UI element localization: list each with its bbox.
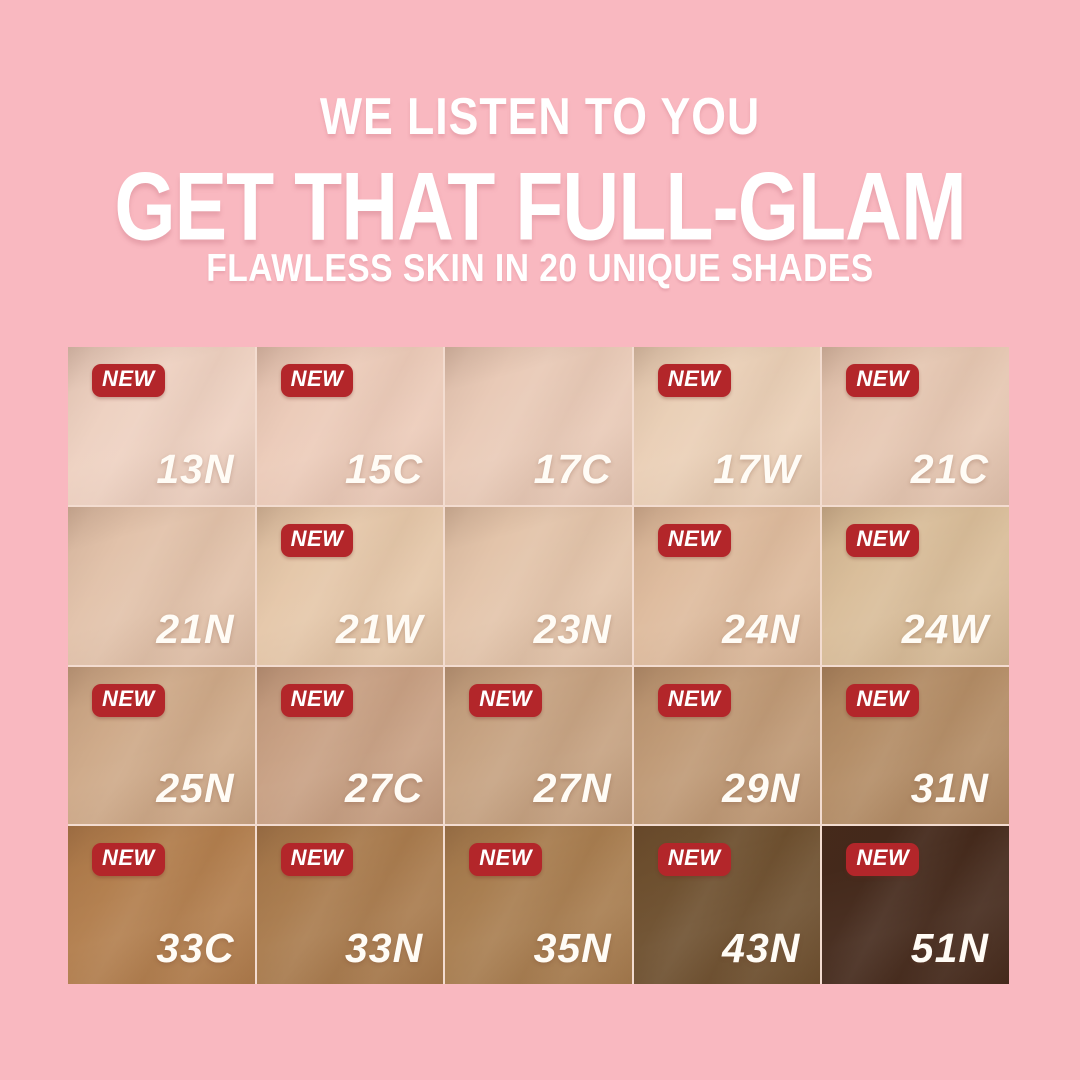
new-badge: NEW [469,683,543,717]
shade-code-label: 29N [722,765,801,812]
shade-code-label: 21N [156,605,235,652]
shade-swatch-23n: 23N [445,506,632,665]
shade-grid: NEW 13N NEW 15C 17C NEW 17W NEW 21C 21N … [68,347,1009,984]
shade-code-label: 33N [344,925,424,971]
new-badge: NEW [469,843,543,877]
shade-code-label: 23N [533,605,612,652]
new-badge: NEW [280,364,354,397]
shade-swatch-29n: NEW 29N [633,666,821,825]
shade-code-label: 43N [722,925,801,971]
shade-swatch-35n: NEW 35N [445,826,632,984]
new-badge: NEW [846,683,920,717]
new-badge: NEW [846,843,920,877]
shade-code-label: 51N [910,925,989,971]
new-badge: NEW [280,683,354,717]
new-badge: NEW [846,364,920,397]
shade-code-label: 17W [713,445,801,492]
shade-swatch-31n: NEW 31N [822,666,1009,825]
new-badge: NEW [657,683,731,717]
new-badge: NEW [657,843,731,877]
shade-code-label: 27C [344,765,424,812]
new-badge: NEW [92,843,165,877]
new-badge: NEW [657,364,731,397]
shade-swatch-33c: NEW 33C [68,826,255,984]
shade-swatch-21n: 21N [68,506,255,665]
shade-code-label: 31N [910,765,989,812]
shade-swatch-25n: NEW 25N [68,666,255,825]
tagline: WE LISTEN TO YOU [319,87,761,146]
shade-code-label: 35N [533,925,612,971]
shade-swatch-24n: NEW 24N [633,506,821,665]
shade-code-label: 33C [156,925,235,971]
subheadline: FLAWLESS SKIN IN 20 UNIQUE SHADES [206,247,874,290]
shade-swatch-51n: NEW 51N [822,826,1009,984]
shade-swatch-17w: NEW 17W [633,347,821,505]
new-badge: NEW [846,523,920,557]
shade-code-label: 15C [344,445,424,492]
shade-code-label: 24W [901,605,989,652]
shade-swatch-21w: NEW 21W [256,506,444,665]
new-badge: NEW [92,364,165,397]
shade-code-label: 21W [335,605,424,652]
new-badge: NEW [657,523,731,557]
shade-code-label: 25N [156,765,235,812]
shade-swatch-24w: NEW 24W [822,506,1009,665]
shade-swatch-27c: NEW 27C [256,666,444,825]
shade-code-label: 17C [533,445,612,492]
shade-code-label: 27N [533,765,612,812]
shade-swatch-33n: NEW 33N [256,826,444,984]
shade-code-label: 24N [722,605,801,652]
new-badge: NEW [280,523,354,557]
shade-swatch-17c: 17C [445,347,632,505]
shade-swatch-43n: NEW 43N [633,826,821,984]
shade-swatch-13n: NEW 13N [68,347,255,505]
shade-swatch-21c: NEW 21C [822,347,1009,505]
new-badge: NEW [280,843,354,877]
headline: GET THAT FULL-GLAM [114,153,966,261]
shade-swatch-15c: NEW 15C [256,347,444,505]
new-badge: NEW [92,683,165,717]
shade-swatch-27n: NEW 27N [445,666,632,825]
shade-code-label: 13N [156,445,235,492]
shade-code-label: 21C [910,445,989,492]
